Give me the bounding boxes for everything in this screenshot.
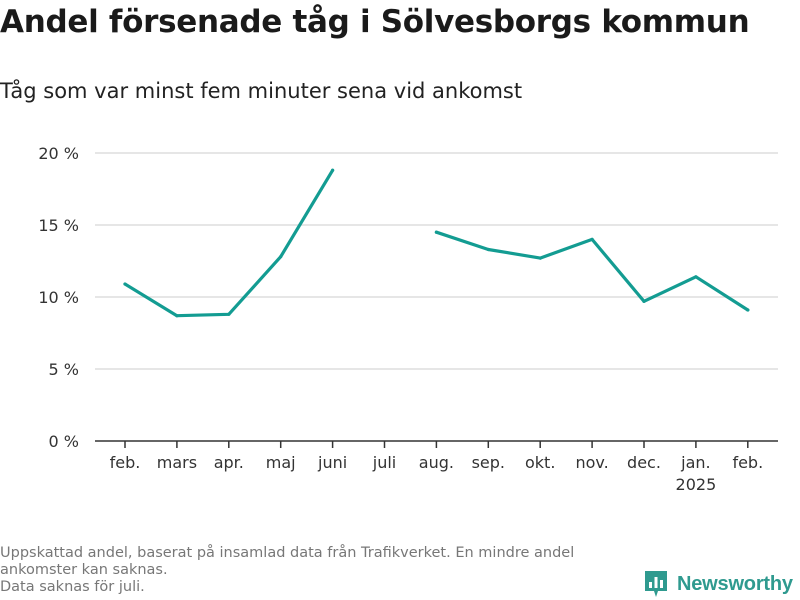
x-tick-sublabel: 2025	[676, 475, 717, 494]
x-tick-label: apr.	[214, 453, 244, 472]
data-point	[175, 314, 179, 318]
y-tick-label: 20 %	[38, 144, 79, 163]
data-point	[642, 299, 646, 303]
data-point	[486, 247, 490, 252]
x-tick-label: aug.	[419, 453, 454, 472]
data-point	[746, 308, 750, 312]
data-point	[538, 256, 542, 260]
data-point	[227, 312, 231, 316]
x-tick-label: maj	[266, 453, 296, 472]
brand-logo: Newsworthy	[643, 569, 793, 599]
footnote-line-1: Uppskattad andel, baserat på insamlad da…	[0, 545, 575, 561]
x-tick-label: jan.	[680, 453, 710, 472]
chart-subtitle: Tåg som var minst fem minuter sena vid a…	[0, 79, 523, 103]
y-tick-label: 5 %	[49, 360, 79, 379]
brand-name: Newsworthy	[677, 572, 793, 595]
x-tick-label: dec.	[627, 453, 661, 472]
data-point	[331, 168, 335, 172]
data-point	[590, 237, 594, 241]
series-line	[123, 168, 335, 318]
footnote-line-2: ankomster kan saknas.	[0, 562, 168, 578]
footnote: Uppskattad andel, baserat på insamlad da…	[0, 545, 640, 596]
data-point	[279, 255, 283, 259]
data-point	[123, 282, 127, 286]
x-tick-label: nov.	[575, 453, 608, 472]
chart-title: Andel försenade tåg i Sölvesborgs kommun	[0, 4, 750, 40]
newsworthy-icon	[645, 571, 667, 597]
data-point	[434, 230, 438, 234]
footnote-line-3: Data saknas för juli.	[0, 579, 145, 595]
line-chart: 0 % 5 % 10 % 15 % 20 % feb. mars apr. maj juni jul…	[38, 144, 778, 494]
x-tick-label: sep.	[472, 453, 505, 472]
x-tick-label: feb.	[110, 453, 141, 472]
series-line	[434, 230, 750, 312]
data-point	[694, 275, 698, 279]
x-tick-label: mars	[157, 453, 197, 472]
y-tick-label: 0 %	[49, 432, 79, 451]
x-tick-label: feb.	[732, 453, 763, 472]
x-tick-label: juni	[317, 453, 347, 472]
y-tick-label: 15 %	[38, 216, 79, 235]
x-tick-label: okt.	[525, 453, 555, 472]
x-tick-label: juli	[372, 453, 396, 472]
y-tick-label: 10 %	[38, 288, 79, 307]
